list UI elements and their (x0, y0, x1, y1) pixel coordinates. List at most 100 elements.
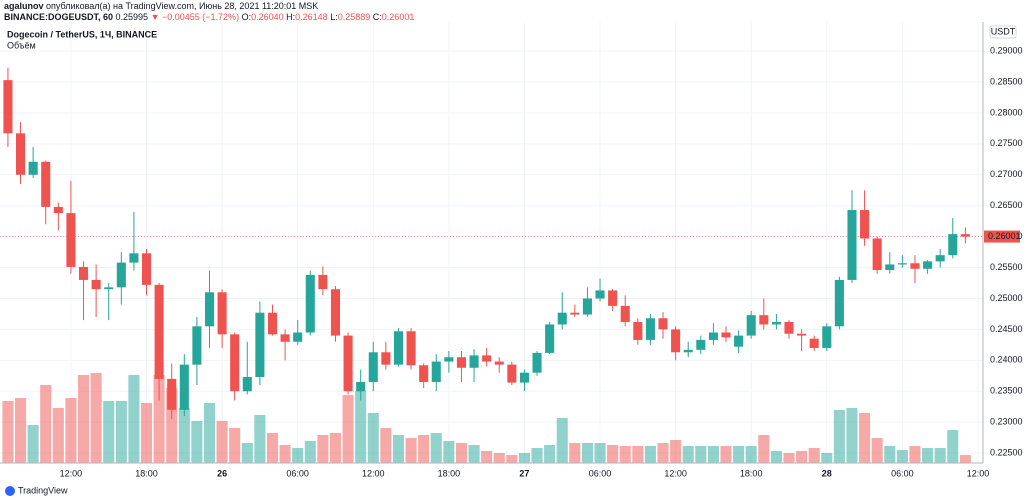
volume-bar (695, 446, 707, 463)
last-price-tag (984, 230, 1020, 243)
candle-body (368, 352, 378, 382)
candle-body (167, 378, 177, 410)
candle-body (179, 364, 189, 410)
volume-bar (745, 446, 757, 463)
volume-bar (758, 435, 770, 463)
candle-body (771, 321, 781, 325)
y-tick-label: 0.26500 (990, 200, 1023, 210)
candle-body (318, 274, 328, 290)
volume-bar (796, 451, 808, 463)
volume-bar (657, 443, 669, 463)
volume-bar (619, 446, 631, 463)
unit-label[interactable]: USDT (991, 26, 1016, 36)
volume-bar (52, 408, 64, 463)
volume-bar (2, 401, 14, 463)
candle-body (356, 381, 366, 392)
candle-body (897, 263, 907, 265)
candle-body (230, 334, 240, 392)
candle-body (78, 266, 89, 280)
volume-bar (392, 435, 405, 463)
volume-bar (934, 448, 946, 463)
volume-bar (682, 446, 694, 463)
candle-body (15, 133, 26, 175)
volume-bar (405, 438, 417, 463)
candle-body (431, 361, 441, 382)
y-tick-label: 0.22500 (990, 447, 1023, 457)
x-tick-label: 12:00 (664, 468, 687, 478)
y-tick-label: 0.23000 (990, 417, 1023, 427)
volume-bar (455, 443, 467, 463)
candle-body (608, 290, 618, 306)
candle-body (696, 339, 706, 350)
candle-body (267, 312, 278, 335)
candle-body (721, 332, 731, 338)
y-tick-label: 0.25000 (990, 293, 1023, 303)
volume-bar (279, 445, 291, 463)
volume-bar (27, 425, 39, 463)
volume-bar (90, 373, 102, 463)
volume-bar (896, 450, 908, 463)
volume-bar (884, 446, 896, 463)
candle-body (280, 334, 290, 342)
volume-bar (40, 385, 52, 463)
volume-bar (833, 410, 845, 463)
candle-body (116, 262, 126, 288)
volume-bar (607, 445, 619, 463)
candle-body (671, 329, 681, 353)
candle-body (633, 321, 643, 340)
candle-body (822, 326, 832, 348)
candle-body (255, 312, 265, 378)
candle-body (456, 357, 466, 368)
candle-body (872, 238, 882, 271)
volume-bar (166, 388, 178, 463)
volume-bar (871, 438, 883, 463)
unit-box[interactable] (989, 25, 1017, 39)
candle-body (683, 349, 693, 353)
candle-body (960, 234, 970, 237)
ohlc-h: 0.26148 (295, 12, 328, 22)
candle-body (860, 210, 870, 239)
volume-bar (506, 455, 518, 463)
volume-bar (153, 375, 165, 463)
candle-body (645, 318, 655, 340)
volume-bar (380, 428, 392, 463)
last-price: 0.25995 (116, 12, 149, 22)
x-tick-label: 06:00 (891, 468, 914, 478)
volume-bar (909, 446, 921, 463)
x-tick-label: 12:00 (60, 468, 83, 478)
y-tick-label: 0.28500 (990, 76, 1023, 86)
volume-bar (430, 433, 442, 463)
candle-body (393, 331, 404, 365)
volume-bar (355, 391, 367, 463)
candle-body (847, 210, 857, 280)
x-tick-label: 18:00 (135, 468, 158, 478)
x-tick-label: 06:00 (286, 468, 309, 478)
volume-bar (317, 435, 329, 463)
volume-bar (594, 443, 606, 463)
candle-body (104, 287, 114, 290)
candle-body (293, 332, 303, 342)
y-tick-label: 0.25500 (990, 262, 1023, 272)
volume-bar (783, 453, 795, 463)
x-tick-label: 26 (217, 468, 227, 478)
volume-bar (581, 443, 593, 463)
ohlc-c: 0.26001 (382, 12, 415, 22)
candle-body (217, 292, 227, 335)
candle-body (41, 161, 51, 207)
volume-bar (808, 448, 820, 463)
candle-body (381, 352, 391, 365)
candle-body (141, 253, 152, 285)
ohlc-h-label: H: (286, 12, 295, 22)
publish-line: agalunov опубликовал(а) на TradingView.c… (4, 1, 318, 11)
y-tick-label: 0.27500 (990, 138, 1023, 148)
ohlc-l-label: L: (330, 12, 338, 22)
candle-body (595, 290, 605, 299)
candle-body (948, 234, 958, 256)
candle-body (557, 312, 567, 325)
candle-body (519, 372, 529, 383)
volume-bar (140, 403, 153, 463)
candle-body (419, 365, 429, 382)
volume-bar (922, 448, 934, 463)
candle-body (746, 315, 756, 336)
